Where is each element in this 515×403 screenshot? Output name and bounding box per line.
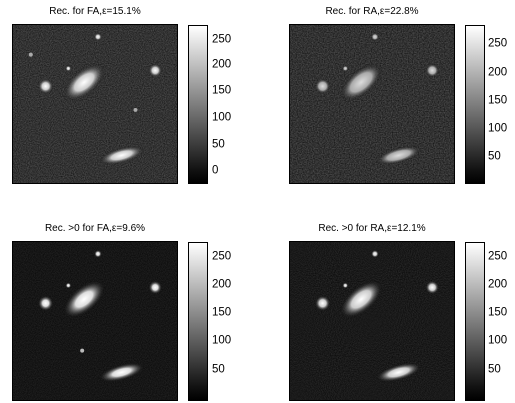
panel-3-image (12, 241, 178, 401)
colorbar-3-tick: 250 (212, 250, 232, 263)
colorbar-2 (465, 25, 485, 184)
colorbar-4-tick: 100 (488, 334, 508, 347)
colorbar-2-tick: 50 (488, 150, 501, 163)
colorbar-1-tick: 250 (212, 33, 232, 46)
colorbar-2-tick: 100 (488, 122, 508, 135)
panel-4-image (289, 241, 455, 401)
colorbar-4-tick: 200 (488, 278, 508, 291)
panel-1-image (12, 24, 178, 184)
panel-4-title: Rec. >0 for RA,ε=12.1% (318, 223, 426, 234)
galaxy-image-1 (13, 25, 177, 183)
galaxy-image-2 (290, 25, 454, 183)
panel-2-image (289, 24, 455, 184)
colorbar-3-tick: 50 (212, 363, 225, 376)
panel-3-title: Rec. >0 for FA,ε=9.6% (44, 223, 146, 234)
colorbar-1-tick: 200 (212, 58, 232, 71)
panel-1-title: Rec. for FA,ε=15.1% (49, 6, 141, 17)
colorbar-3-tick: 150 (212, 306, 232, 319)
panel-2-title: Rec. for RA,ε=22.8% (325, 6, 419, 17)
galaxy-image-3 (13, 242, 177, 400)
colorbar-3 (188, 242, 208, 401)
colorbar-1 (188, 25, 208, 184)
colorbar-4-tick: 250 (488, 250, 508, 263)
colorbar-2-tick: 150 (488, 94, 508, 107)
colorbar-1-tick: 50 (212, 138, 225, 151)
colorbar-4 (465, 242, 485, 401)
colorbar-3-tick: 100 (212, 334, 232, 347)
colorbar-4-tick: 150 (488, 306, 508, 319)
colorbar-2-tick: 250 (488, 37, 508, 50)
colorbar-3-tick: 200 (212, 278, 232, 291)
colorbar-2-tick: 200 (488, 66, 508, 79)
colorbar-1-tick: 0 (212, 164, 219, 177)
colorbar-4-tick: 50 (488, 363, 501, 376)
colorbar-1-tick: 150 (212, 84, 232, 97)
colorbar-1-tick: 100 (212, 111, 232, 124)
galaxy-image-4 (290, 242, 454, 400)
